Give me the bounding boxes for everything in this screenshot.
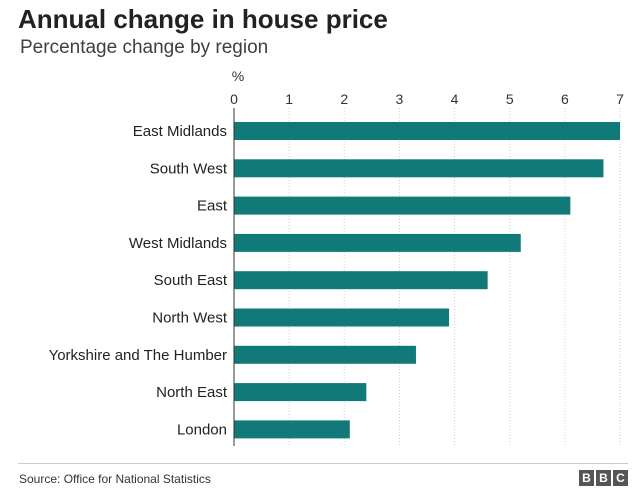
bar: [234, 196, 571, 215]
logo-letter: C: [613, 470, 628, 486]
x-tick-label: 5: [506, 91, 514, 107]
chart-title: Annual change in house price: [18, 4, 388, 34]
category-label: East: [197, 198, 228, 215]
bar: [234, 233, 521, 252]
bar: [234, 383, 367, 402]
category-label: North West: [152, 310, 228, 327]
footer-divider: [18, 463, 628, 464]
category-label: London: [177, 421, 227, 438]
bar: [234, 345, 416, 364]
x-tick-label: 4: [451, 91, 459, 107]
category-label: West Midlands: [129, 235, 227, 252]
x-tick-label: 3: [396, 91, 404, 107]
bar-chart: 0 1 2 3 4 5 6 7% East Midlands South West East West…: [49, 68, 624, 446]
bar: [234, 159, 604, 178]
category-label: East Midlands: [133, 123, 227, 140]
x-tick-label: 0: [230, 91, 238, 107]
source-note: Source: Office for National Statistics: [19, 472, 211, 486]
x-tick-label: 2: [340, 91, 348, 107]
axis-unit-label: %: [232, 68, 244, 84]
logo-letter: B: [579, 470, 594, 486]
bar: [234, 271, 488, 290]
x-tick-label: 7: [616, 91, 624, 107]
x-tick-label: 6: [561, 91, 569, 107]
category-label: South West: [150, 160, 228, 177]
category-label: Yorkshire and The Humber: [49, 347, 227, 364]
bar: [234, 308, 450, 327]
chart-subtitle: Percentage change by region: [20, 37, 269, 58]
bar: [234, 420, 350, 439]
x-tick-label: 1: [285, 91, 293, 107]
logo-letter: B: [596, 470, 611, 486]
bbc-logo: B B C: [579, 470, 628, 486]
category-label: North East: [156, 384, 228, 401]
bar: [234, 122, 620, 140]
category-label: South East: [154, 272, 228, 289]
